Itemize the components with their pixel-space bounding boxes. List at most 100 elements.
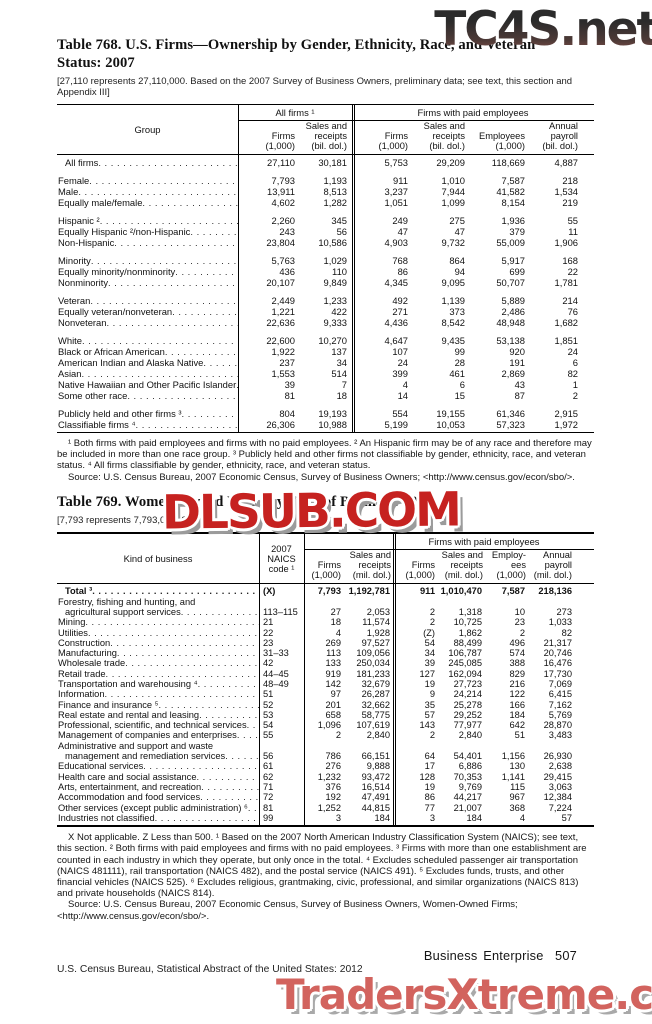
row-label: Management of companies and enterprises <box>57 730 259 740</box>
dot-leader <box>78 186 238 197</box>
cell-value: 2 <box>572 390 578 401</box>
cell-value: 44,815 <box>361 802 390 813</box>
table-769-body: Total ³ (X) 7,793 1,192,781 911 1,010,470 7,58… <box>57 584 594 825</box>
row-label: Asian <box>57 368 238 379</box>
cell-value: 29,252 <box>453 709 482 720</box>
dot-leader <box>159 700 260 710</box>
cell-value: 249 <box>392 215 408 226</box>
table-row: Non-Hispanic 23,804 10,586 4,903 9,732 55,009… <box>57 237 594 248</box>
cell-value: 13,911 <box>267 186 295 197</box>
divider-line <box>393 534 396 826</box>
table-768-header: Group All firms ¹ Firms with paid employ… <box>57 105 594 155</box>
dot-leader <box>175 266 238 277</box>
dot-leader <box>82 335 238 346</box>
cell-value: 829 <box>509 668 525 679</box>
cell-value: 1,010 <box>441 175 465 186</box>
table-769-headnote: [7,793 represents 7,793,000. Se <box>57 515 193 527</box>
row-label: Total ³ <box>57 586 259 596</box>
column-header-kind-of-business: Kind of business <box>123 553 193 565</box>
cell-value: 130 <box>509 761 525 772</box>
watermark-dlsub: DLSUB.COM <box>161 482 461 541</box>
table-row: Female 7,793 1,193 911 1,010 7,587 218 <box>57 175 594 186</box>
cell-value: 399 <box>392 368 408 379</box>
dot-leader <box>100 215 238 226</box>
cell-value: 1,906 <box>554 237 578 248</box>
row-label: Wholesale trade <box>57 658 259 668</box>
cell-value: 17,730 <box>543 668 572 679</box>
row-label: Finance and insurance ⁵ <box>57 700 259 710</box>
cell-value: 642 <box>509 720 525 731</box>
cell-naics-code: 21 <box>263 617 274 628</box>
table-row: Equally male/female 4,602 1,282 1,051 1,099 8… <box>57 197 594 208</box>
cell-naics-code: 99 <box>263 812 274 823</box>
cell-value: 2 <box>335 730 341 741</box>
table-row: Minority 5,763 1,029 768 864 5,917 168 <box>57 255 594 266</box>
cell-naics-code: 42 <box>263 658 274 669</box>
cell-value: 379 <box>509 226 525 237</box>
cell-value: 14 <box>397 390 408 401</box>
cell-value: 110 <box>332 266 347 277</box>
table-row: Native Hawaiian and Other Pacific Island… <box>57 379 594 390</box>
cell-value: 699 <box>509 266 525 277</box>
cell-value: 9,435 <box>441 335 465 346</box>
cell-value: 7,793 <box>271 175 295 186</box>
row-label: Some other race <box>57 390 238 401</box>
cell-value: 2 <box>519 627 525 638</box>
cell-value: 2,053 <box>366 606 390 617</box>
dot-leader <box>198 679 259 689</box>
column-header: Firms (1,000) <box>311 560 341 581</box>
cell-naics-code: 62 <box>263 771 274 782</box>
dot-leader <box>114 237 238 248</box>
table-row: Equally Hispanic ²/non-Hispanic 243 56 47 47… <box>57 226 594 237</box>
row-label: Construction <box>57 638 259 648</box>
page-number: 507 <box>555 948 577 963</box>
cell-value: 658 <box>325 709 341 720</box>
cell-value: 920 <box>509 346 525 357</box>
column-group-paid-employees: Firms with paid employees <box>417 107 529 118</box>
row-label: American Indian and Alaska Native <box>57 357 238 368</box>
table-row: Information 51 97 26,287 9 24,214 122 6,415 <box>57 689 594 699</box>
cell-value: 768 <box>392 255 408 266</box>
cell-value: 4,436 <box>384 317 408 328</box>
cell-value: (Z) <box>423 627 435 638</box>
footnote-text: ¹ Both firms with paid employees and fir… <box>57 438 592 472</box>
row-spacer <box>57 208 594 215</box>
cell-value: 51 <box>514 730 525 741</box>
dot-leader <box>182 408 239 419</box>
table-row: American Indian and Alaska Native 237 34 24… <box>57 357 594 368</box>
table-row: Classifiable firms ⁴ 26,306 10,988 5,199 10,… <box>57 419 594 430</box>
cell-value: 109,056 <box>356 648 390 659</box>
cell-value: 250,034 <box>356 658 390 669</box>
cell-value: 1,553 <box>271 368 295 379</box>
cell-value: 4,345 <box>384 277 408 288</box>
dot-leader <box>165 346 238 357</box>
cell-value: 2 <box>429 606 435 617</box>
dot-leader <box>181 607 259 617</box>
dot-leader <box>248 803 259 813</box>
row-label: Equally veteran/nonveteran <box>57 306 238 317</box>
cell-value: 94 <box>454 266 465 277</box>
table-row: Equally minority/nonminority 436 110 86 94 69… <box>57 266 594 277</box>
row-label: Equally male/female <box>57 197 238 208</box>
cell-naics-code: 113–115 <box>263 606 298 617</box>
table-row: Mining 21 18 11,574 2 10,725 23 1,033 <box>57 617 594 627</box>
cell-naics-code: 48–49 <box>263 678 289 689</box>
cell-value: 1,851 <box>554 335 578 346</box>
cell-value: 57,323 <box>496 419 525 430</box>
cell-value: 162,094 <box>448 668 482 679</box>
cell-value: 19,155 <box>436 408 465 419</box>
cell-value: 1,936 <box>501 215 525 226</box>
cell-value: 16,476 <box>543 658 572 669</box>
cell-value: 4,647 <box>384 335 408 346</box>
section-name: Business Enterprise <box>423 948 544 963</box>
cell-value: 57 <box>424 709 435 720</box>
dot-leader <box>237 730 259 740</box>
source-text: Source: U.S. Census Bureau, 2007 Economi… <box>57 899 518 922</box>
table-row: Retail trade 44–45 919 181,233 127 162,094 829… <box>57 669 594 679</box>
cell-value: 10,586 <box>318 237 347 248</box>
cell-value: 201 <box>325 699 341 710</box>
dot-leader <box>88 628 259 638</box>
cell-value: 3,237 <box>384 186 408 197</box>
cell-value: 7,162 <box>548 699 572 710</box>
